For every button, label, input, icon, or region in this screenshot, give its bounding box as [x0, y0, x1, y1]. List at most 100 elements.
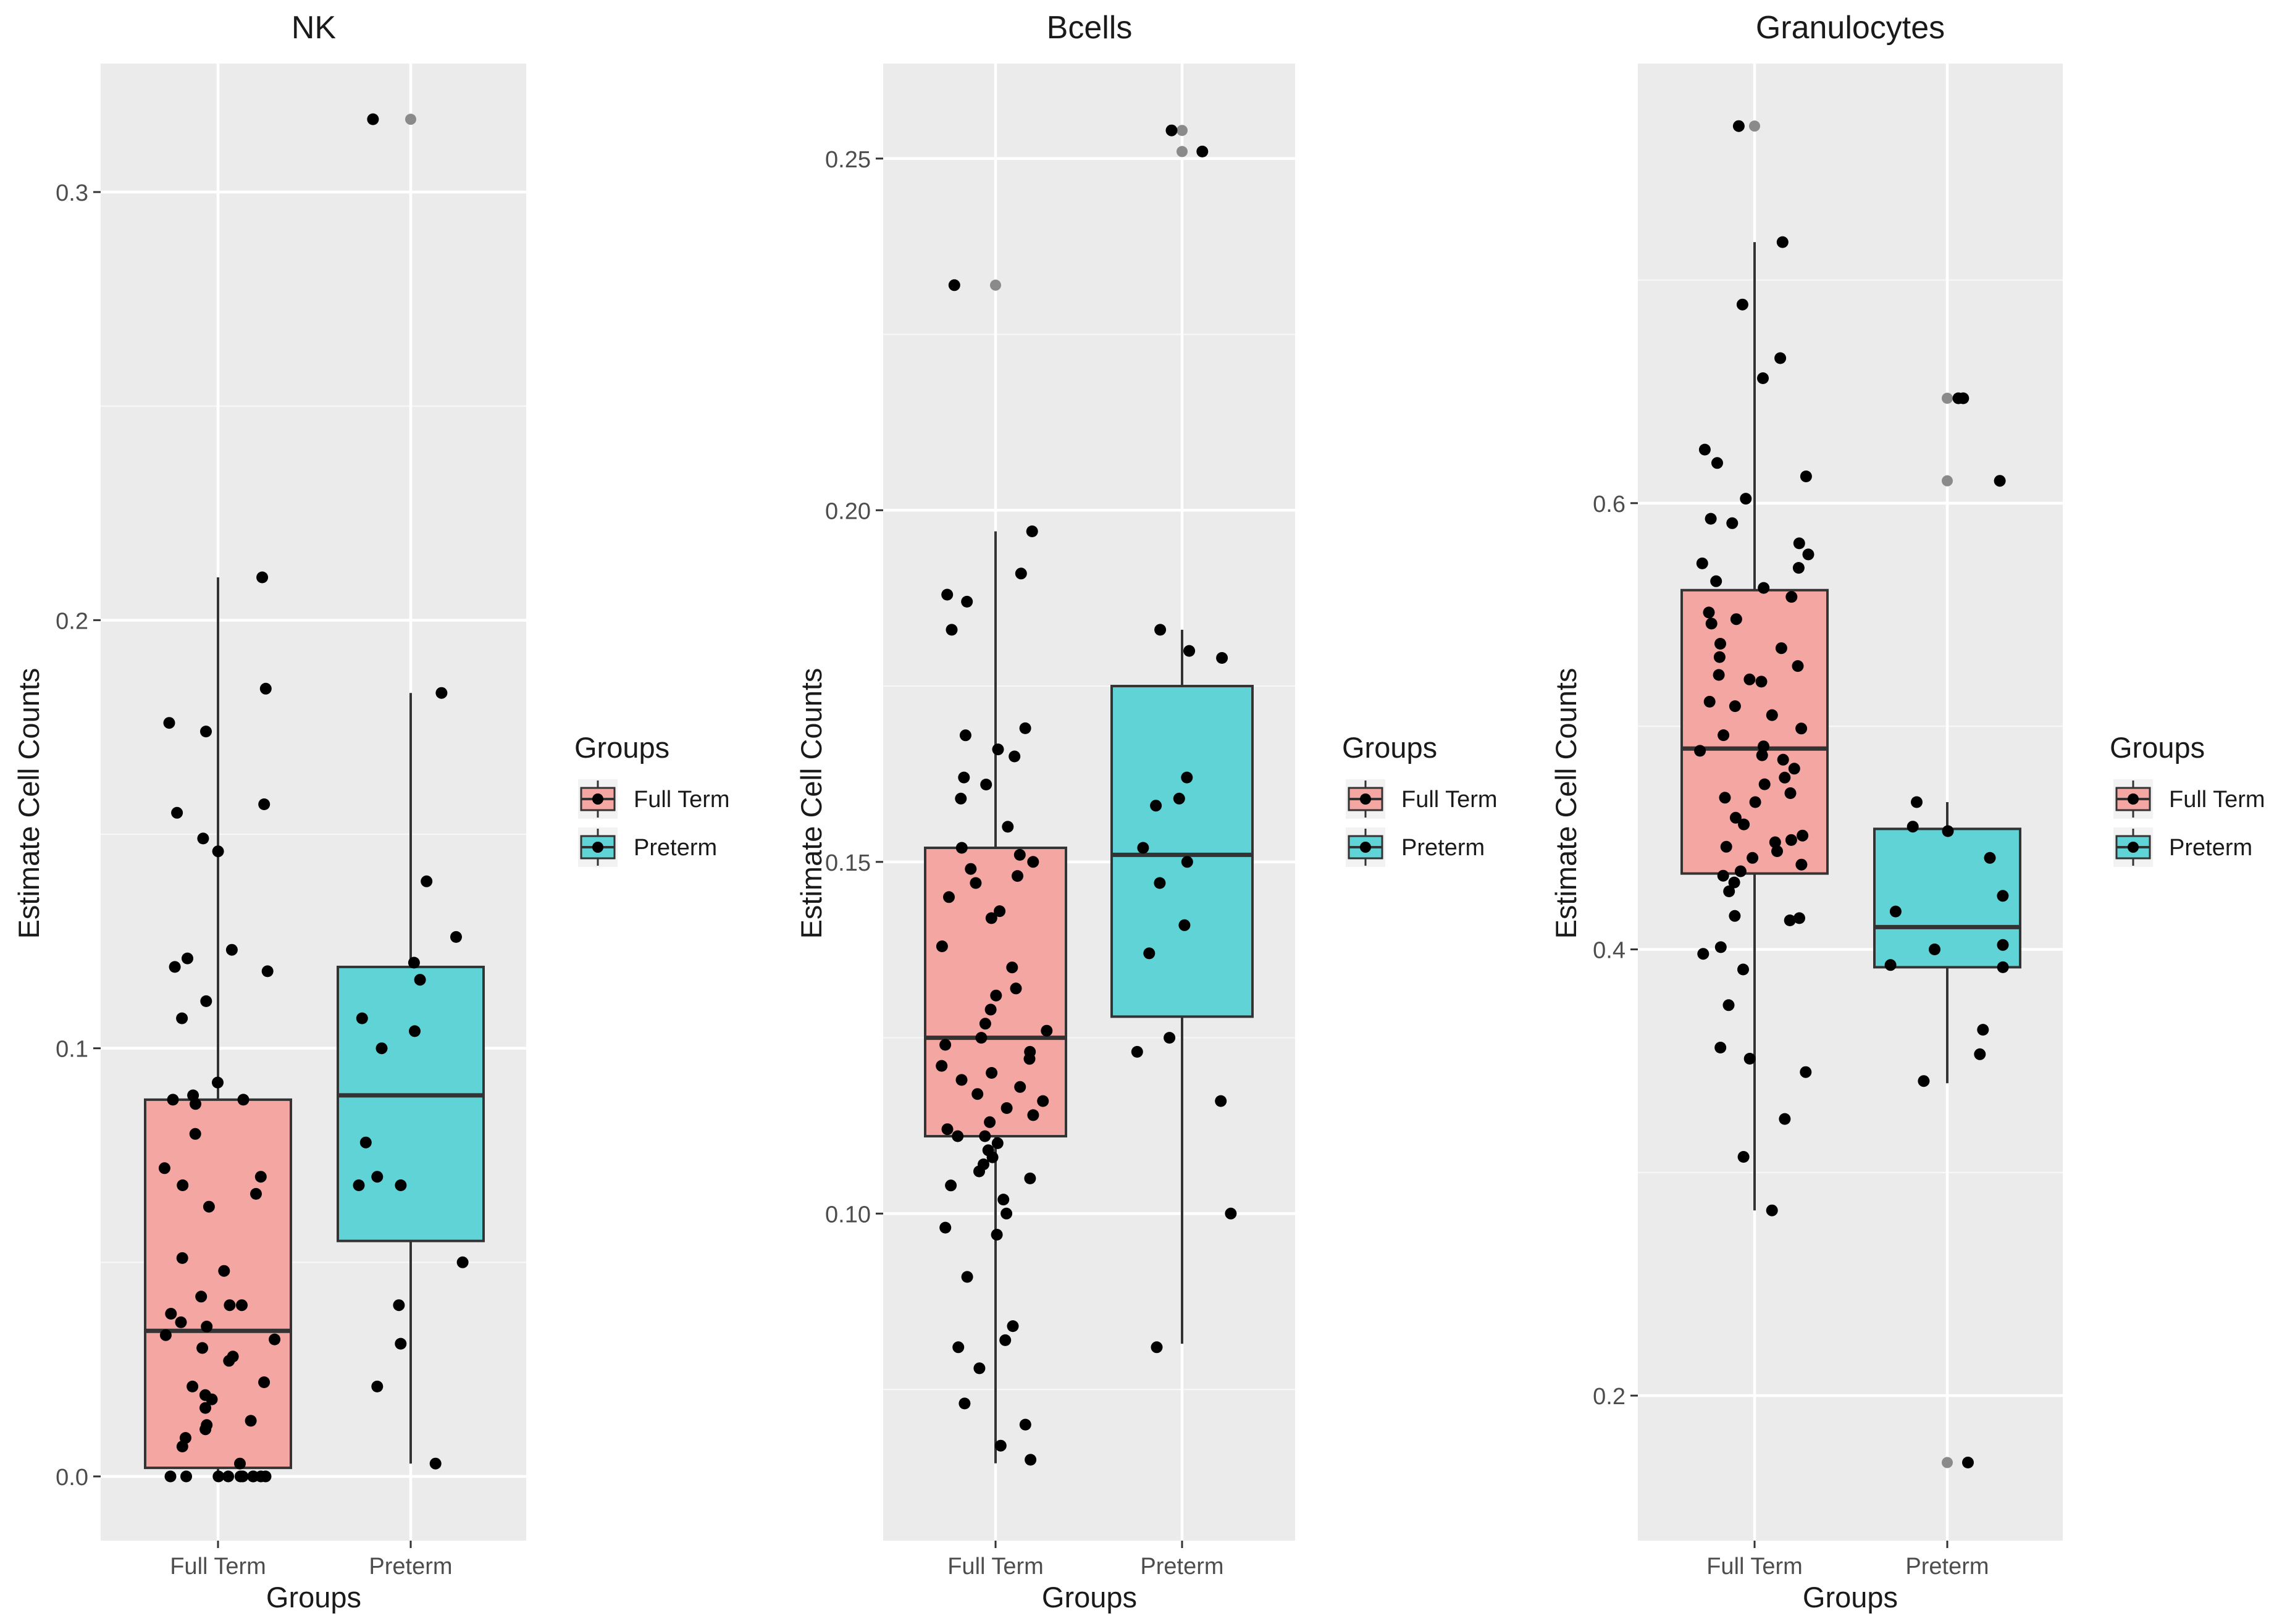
data-point	[1907, 821, 1919, 833]
chart-title: Bcells	[1047, 10, 1133, 46]
outlier-point	[1177, 125, 1188, 136]
data-point	[1792, 562, 1805, 574]
y-tick-label: 0.0	[56, 1465, 88, 1491]
data-point	[159, 1329, 172, 1341]
data-point	[182, 952, 193, 965]
data-point	[375, 1042, 388, 1055]
data-point	[1792, 660, 1804, 672]
data-point	[1196, 145, 1209, 157]
data-point	[1728, 876, 1740, 889]
chart-title: Granulocytes	[1756, 10, 1945, 46]
legend-title: Groups	[574, 731, 669, 764]
data-point	[1997, 890, 2009, 902]
data-point	[258, 798, 271, 810]
data-point	[994, 905, 1006, 918]
data-point	[236, 1299, 248, 1312]
data-point	[195, 1291, 208, 1303]
data-point	[1027, 1109, 1039, 1121]
data-point	[958, 771, 970, 784]
data-point	[1010, 982, 1022, 995]
data-point	[990, 989, 1002, 1002]
data-point	[1710, 575, 1722, 587]
data-point	[1800, 1066, 1812, 1078]
data-point	[1771, 845, 1783, 857]
data-point	[450, 931, 462, 943]
data-point	[395, 1179, 407, 1191]
data-point	[1743, 1053, 1756, 1065]
data-point	[1027, 856, 1039, 868]
data-point	[1729, 811, 1742, 824]
data-point	[959, 729, 971, 742]
data-point	[176, 1252, 188, 1264]
outlier-point	[1749, 120, 1760, 132]
data-point	[965, 863, 977, 875]
data-point	[1041, 1024, 1053, 1037]
data-point	[961, 1271, 973, 1283]
data-point	[1974, 1048, 1986, 1060]
data-point	[1150, 800, 1162, 812]
x-tick-label: Full Term	[1706, 1554, 1803, 1580]
data-point	[1737, 963, 1749, 976]
x-tick-label: Preterm	[369, 1554, 452, 1580]
data-point	[206, 1393, 218, 1405]
legend: Groups Full Term Preterm	[2110, 731, 2265, 867]
data-point	[176, 1012, 188, 1024]
data-point	[212, 1076, 224, 1089]
data-point	[1713, 651, 1726, 663]
chart-panel: 0.2 0.4 0.6 Full Term Preterm Granulocytes Gro…	[1550, 10, 2265, 1614]
data-point	[225, 944, 238, 956]
data-point	[1705, 513, 1717, 525]
data-point	[1000, 1207, 1013, 1220]
data-point	[1717, 869, 1729, 882]
y-tick-label: 0.25	[825, 147, 871, 173]
data-point	[1766, 1204, 1778, 1216]
data-point	[395, 1337, 407, 1350]
y-axis-label: Estimate Cell Counts	[1550, 668, 1582, 939]
data-point	[941, 588, 954, 601]
data-point	[256, 571, 269, 584]
data-point	[1802, 548, 1814, 561]
data-point	[1730, 613, 1742, 626]
data-point	[201, 1320, 213, 1333]
data-point	[356, 1012, 368, 1024]
legend-title: Groups	[1342, 731, 1437, 764]
data-point	[1758, 740, 1769, 753]
data-point	[1718, 729, 1730, 742]
y-tick-label: 0.20	[825, 498, 871, 524]
data-point	[1154, 624, 1167, 636]
data-point	[1793, 912, 1805, 924]
data-point	[939, 1039, 952, 1051]
data-point	[1749, 796, 1761, 808]
data-point	[1758, 582, 1770, 594]
data-point	[991, 1229, 1003, 1241]
data-point	[429, 1457, 442, 1470]
data-point	[1777, 753, 1789, 766]
data-point	[1997, 961, 2009, 973]
y-tick-label: 0.1	[56, 1037, 88, 1063]
data-point	[984, 1003, 997, 1016]
data-point	[1977, 1024, 1989, 1036]
data-point	[1795, 722, 1808, 735]
data-point	[1800, 471, 1812, 482]
data-point	[1766, 709, 1778, 721]
data-point	[187, 1380, 199, 1392]
box-iqr	[337, 965, 485, 1242]
data-point	[1014, 1081, 1026, 1093]
data-point	[177, 1179, 189, 1191]
data-point	[250, 1187, 262, 1200]
data-point	[1942, 825, 1954, 837]
data-point	[986, 1067, 998, 1079]
legend-key-point	[592, 842, 603, 853]
data-point	[1131, 1045, 1143, 1058]
data-point	[1785, 591, 1798, 603]
data-point	[1037, 1095, 1049, 1107]
data-point	[1962, 1457, 1974, 1468]
data-point	[973, 1362, 986, 1375]
data-point	[970, 877, 982, 889]
data-point	[1705, 617, 1718, 630]
y-tick-label: 0.4	[1593, 937, 1626, 963]
data-point	[1013, 848, 1026, 861]
data-point	[971, 1088, 984, 1100]
data-point	[190, 1098, 201, 1110]
